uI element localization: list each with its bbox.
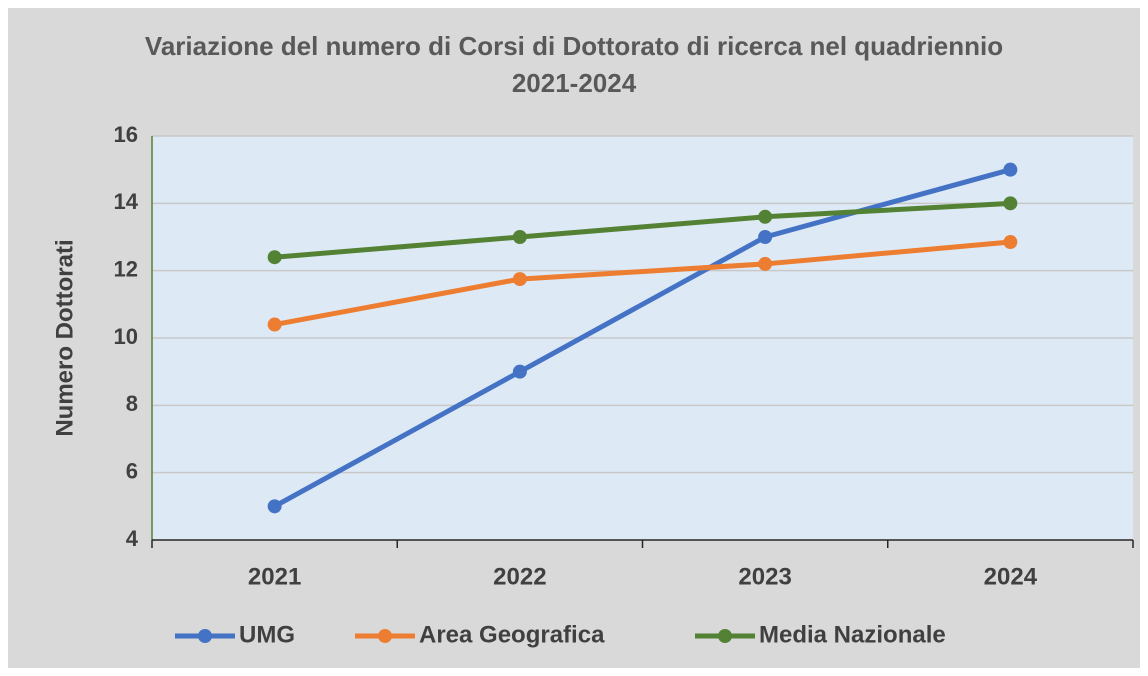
- data-point: [758, 209, 773, 224]
- data-point: [758, 256, 773, 271]
- y-tick-label: 16: [114, 122, 138, 147]
- data-point: [758, 230, 773, 244]
- legend-marker: [378, 629, 392, 643]
- data-point: [267, 250, 282, 265]
- y-tick-label: 4: [126, 526, 139, 551]
- x-tick-label: 2021: [248, 563, 301, 590]
- y-tick-label: 12: [114, 256, 138, 281]
- data-point: [1003, 235, 1018, 250]
- y-tick-label: 14: [114, 189, 139, 214]
- series-line: [273, 167, 1012, 509]
- y-tick-label: 8: [126, 391, 138, 416]
- x-tick-label: 2022: [493, 563, 546, 590]
- data-point: [267, 317, 282, 332]
- data-point: [512, 364, 527, 379]
- x-tick-label: 2023: [738, 563, 791, 590]
- legend-label: Media Nazionale: [759, 621, 946, 648]
- y-tick-label: 6: [126, 458, 138, 483]
- legend-label: UMG: [239, 621, 295, 648]
- y-axis-label: Numero Dottorati: [51, 239, 78, 436]
- series-line: [274, 239, 1011, 327]
- legend-marker: [718, 629, 732, 643]
- x-tick-label: 2024: [984, 563, 1038, 590]
- series-line: [274, 200, 1011, 260]
- y-tick-label: 10: [114, 324, 138, 349]
- data-point: [512, 230, 527, 244]
- data-point: [1003, 162, 1018, 177]
- chart-title: Variazione del numero di Corsi di Dottor…: [144, 31, 1004, 98]
- data-point: [1003, 196, 1018, 211]
- legend-label: Area Geografica: [419, 621, 605, 648]
- data-point: [267, 499, 282, 514]
- legend-marker: [198, 629, 212, 643]
- data-point: [512, 272, 527, 287]
